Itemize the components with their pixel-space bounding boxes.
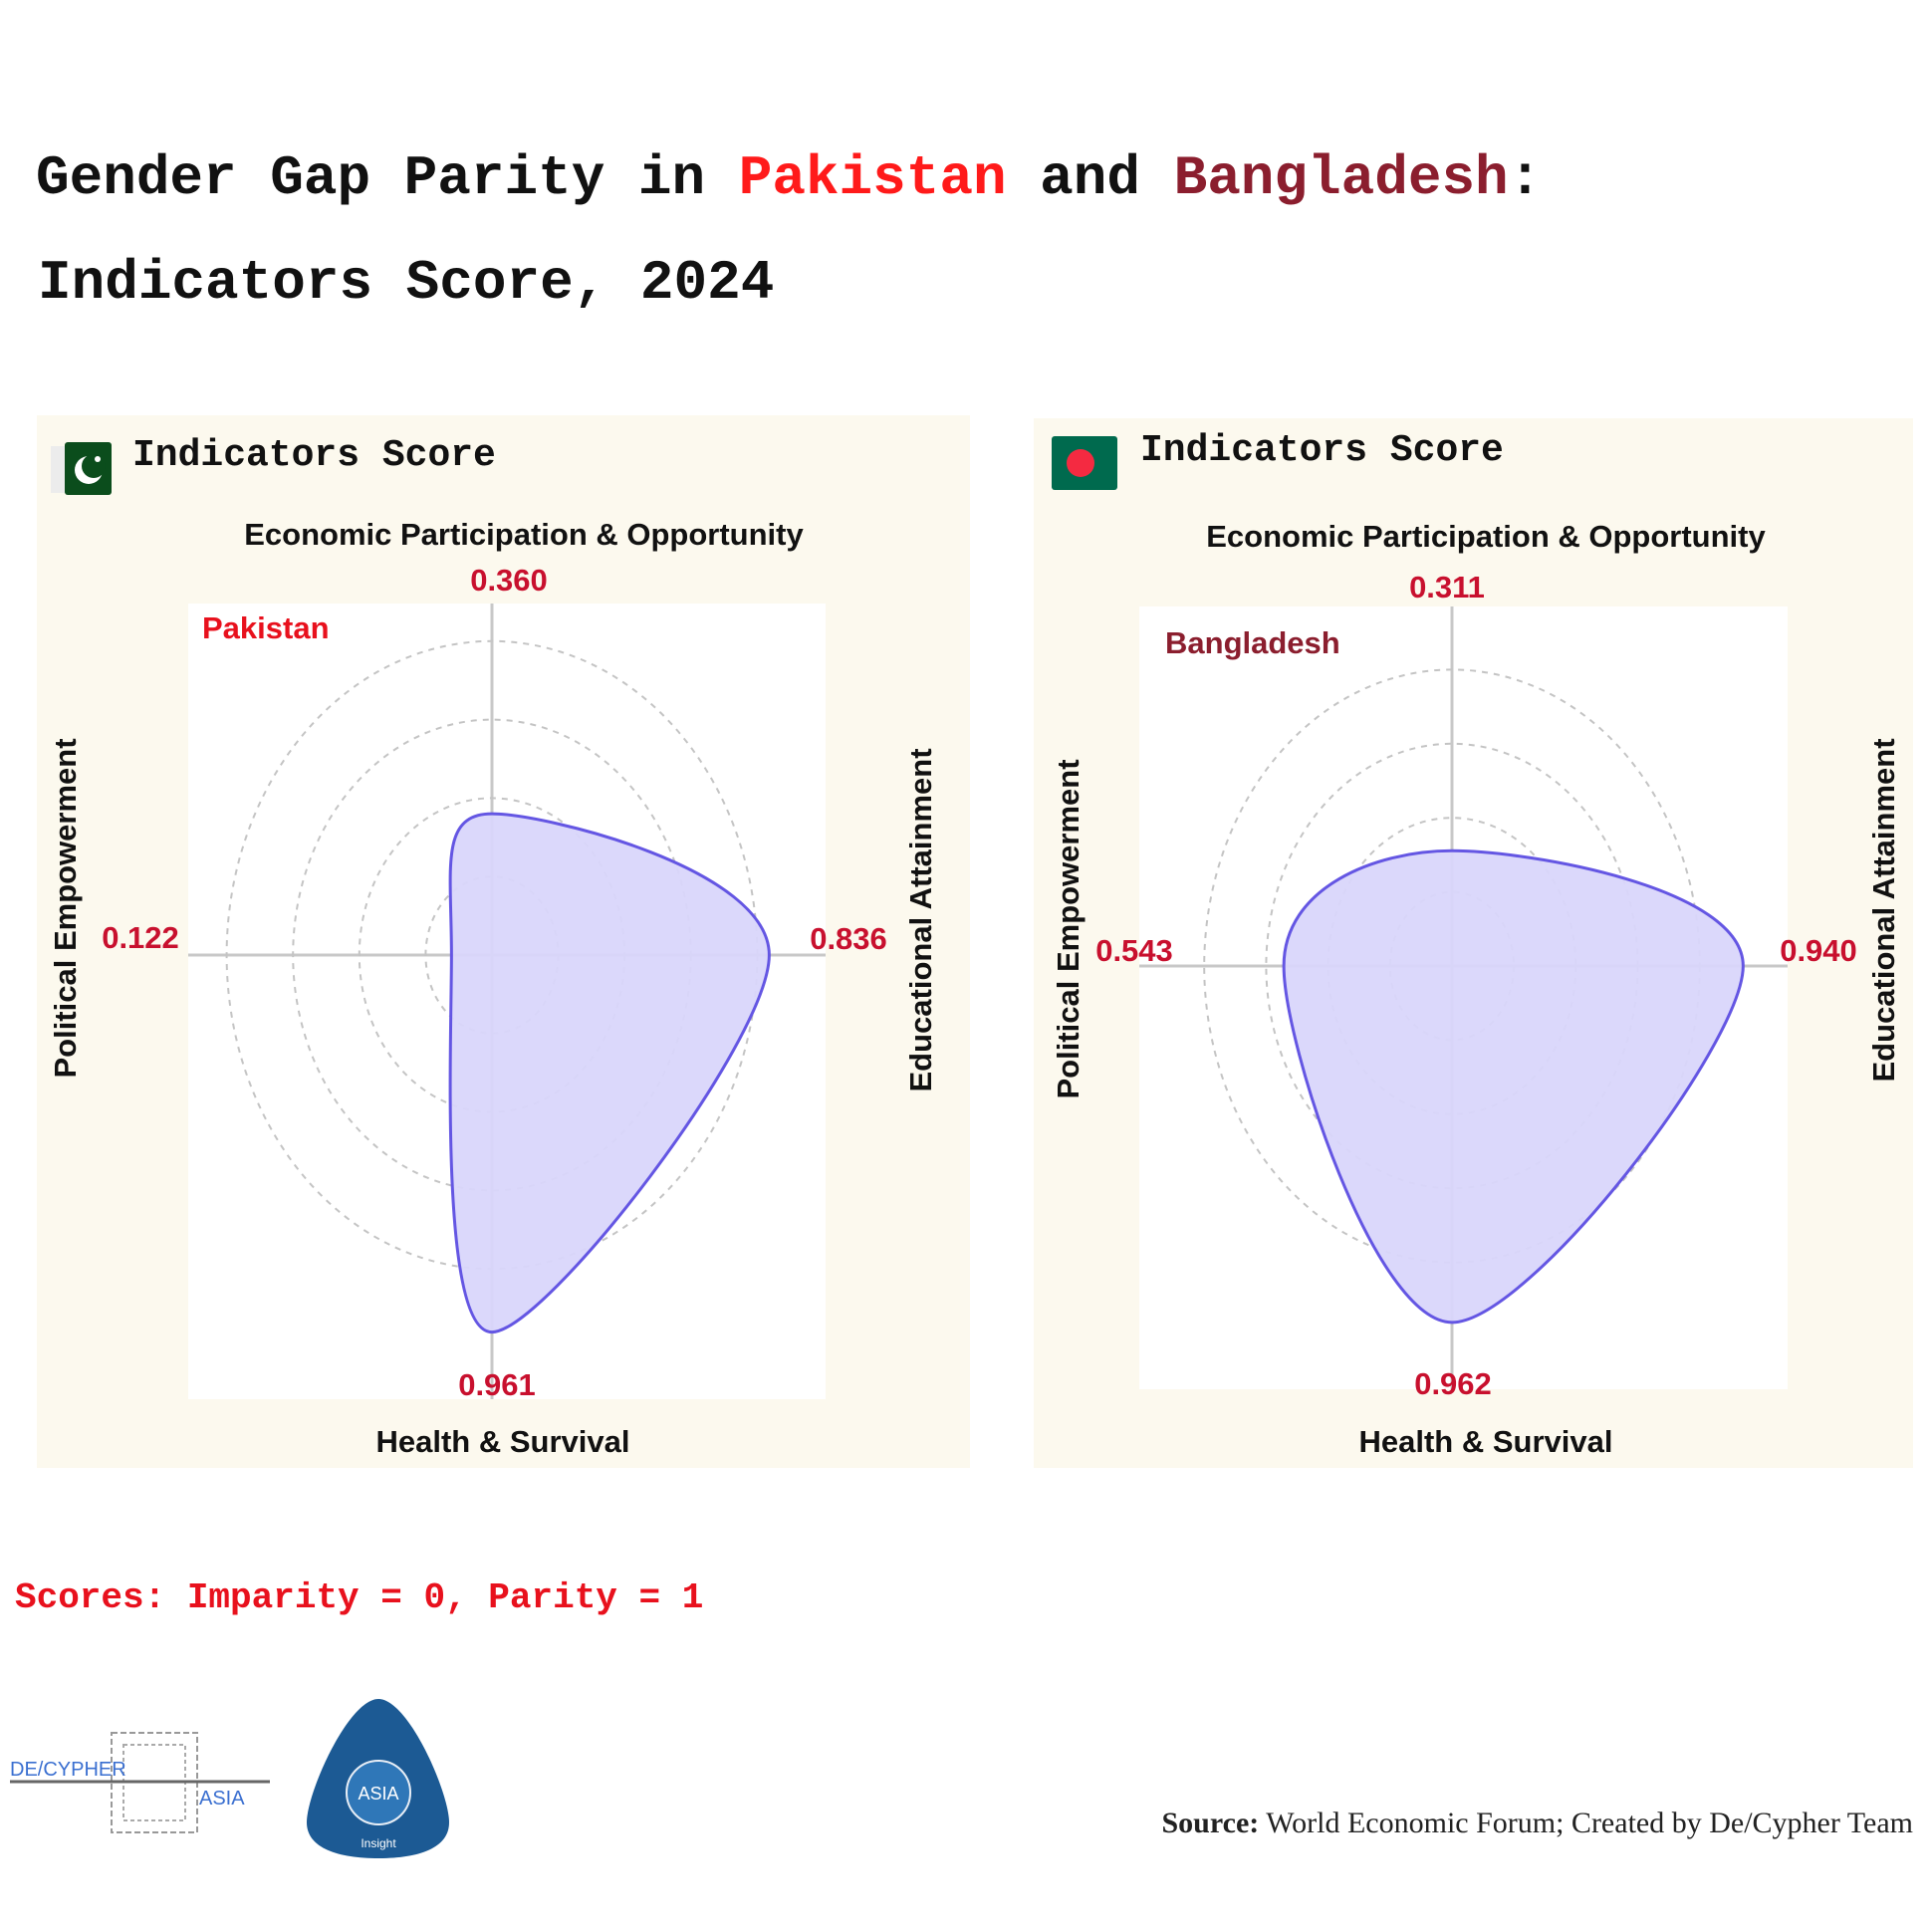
axis-label-educational: Educational Attainment [903, 748, 938, 1091]
value-label-health: 0.961 [458, 1367, 536, 1402]
title-country1: Pakistan [739, 146, 1007, 210]
pakistan-flag-icon [51, 442, 112, 495]
value-label-educational: 0.836 [810, 921, 887, 956]
asia-insight-logo: ASIA Insight [307, 1699, 449, 1858]
radar-area-pakistan [448, 812, 771, 1334]
axis-label-political: Political Empowerment [48, 738, 83, 1078]
radar-panel-bangladesh: Indicators Score Economic Participation &… [1034, 418, 1913, 1468]
value-label-political: 0.122 [102, 920, 179, 955]
series-label: Bangladesh [1165, 625, 1340, 660]
panel-title: Indicators Score [1140, 429, 1504, 472]
radar-area-bangladesh [1282, 848, 1745, 1325]
svg-text:DE/CYPHER: DE/CYPHER [10, 1759, 126, 1781]
bangladesh-flag-icon [1052, 436, 1117, 490]
axis-label-political: Political Empowerment [1051, 759, 1086, 1098]
axis-label-health: Health & Survival [376, 1424, 630, 1459]
axis-label-economic: Economic Participation & Opportunity [244, 517, 804, 552]
decypher-logo: DE/CYPHER ASIA [10, 1732, 270, 1833]
title-line1: Gender Gap Parity in Pakistan and Bangla… [36, 146, 1542, 210]
title-line2: Indicators Score, 2024 [38, 251, 774, 315]
source-text: Source: World Economic Forum; Created by… [1162, 1807, 1914, 1839]
svg-text:Insight: Insight [361, 1836, 396, 1850]
axis-label-educational: Educational Attainment [1866, 738, 1901, 1082]
value-label-economic: 0.311 [1409, 570, 1485, 604]
axis-label-health: Health & Survival [1359, 1424, 1613, 1459]
value-label-health: 0.962 [1414, 1366, 1492, 1401]
title-country2: Bangladesh [1174, 146, 1509, 210]
svg-text:ASIA: ASIA [358, 1784, 398, 1804]
panel-title: Indicators Score [132, 434, 496, 477]
series-label: Pakistan [202, 610, 330, 645]
axis-label-economic: Economic Participation & Opportunity [1206, 519, 1766, 554]
value-label-political: 0.543 [1095, 933, 1173, 968]
svg-text:ASIA: ASIA [199, 1788, 245, 1810]
scale-note: Scores: Imparity = 0, Parity = 1 [15, 1577, 703, 1618]
radar-panel-pakistan: Indicators Score Economic Participation &… [37, 415, 970, 1468]
value-label-economic: 0.360 [470, 563, 548, 598]
value-label-educational: 0.940 [1780, 933, 1857, 968]
